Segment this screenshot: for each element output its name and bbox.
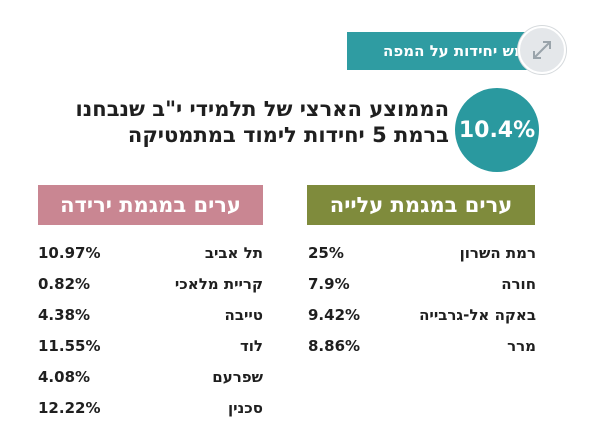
city-name: תל אביב — [204, 244, 263, 262]
national-average-text: הממוצע הארצי של תלמידי י"ב שנבחנו ברמת 5… — [75, 97, 449, 147]
national-average-value: 10.4% — [458, 117, 536, 143]
list-item: באקה אל-גרבייה 9.42% — [308, 306, 536, 337]
list-item: טייבה 4.38% — [38, 306, 263, 337]
city-value: 4.08% — [38, 368, 91, 386]
list-item: לוד 11.55% — [38, 337, 263, 368]
list-item: רמת השרון 25% — [308, 244, 536, 275]
city-value: 11.55% — [38, 337, 101, 355]
map-units-label: חמש יחידות על המפה — [383, 42, 535, 60]
expand-arrows-glyph — [533, 41, 551, 59]
city-name: לוד — [239, 337, 263, 355]
rising-trend-header: ערים במגמת עלייה — [307, 185, 535, 225]
expand-arrows-icon[interactable] — [518, 26, 566, 74]
list-item: סכנין 12.22% — [38, 399, 263, 430]
city-value: 0.82% — [38, 275, 91, 293]
city-name: חורה — [501, 275, 536, 293]
city-value: 9.42% — [308, 306, 361, 324]
falling-trend-header: ערים במגמת ירידה — [38, 185, 263, 225]
city-name: מרר — [507, 337, 536, 355]
city-value: 4.38% — [38, 306, 91, 324]
list-item: תל אביב 10.97% — [38, 244, 263, 275]
falling-trend-title: ערים במגמת ירידה — [60, 193, 241, 217]
city-name: רמת השרון — [459, 244, 536, 262]
city-name: קריית מלאכי — [174, 275, 263, 293]
map-units-button[interactable]: חמש יחידות על המפה — [347, 32, 543, 70]
city-value: 25% — [308, 244, 344, 262]
city-value: 10.97% — [38, 244, 101, 262]
city-name: באקה אל-גרבייה — [419, 306, 536, 324]
rising-trend-title: ערים במגמת עלייה — [329, 193, 513, 217]
list-item: מרר 8.86% — [308, 337, 536, 368]
national-average-badge: 10.4% — [455, 88, 539, 172]
city-value: 8.86% — [308, 337, 361, 355]
city-value: 12.22% — [38, 399, 101, 417]
city-name: טייבה — [224, 306, 263, 324]
list-item: קריית מלאכי 0.82% — [38, 275, 263, 306]
list-item: חורה 7.9% — [308, 275, 536, 306]
city-name: סכנין — [227, 399, 263, 417]
rising-cities-list: רמת השרון 25% חורה 7.9% באקה אל-גרבייה 9.42… — [308, 244, 536, 368]
falling-cities-list: תל אביב 10.97% קריית מלאכי 0.82% טייבה 4.38… — [38, 244, 263, 430]
city-value: 7.9% — [308, 275, 350, 293]
list-item: שפרעם 4.08% — [38, 368, 263, 399]
city-name: שפרעם — [212, 368, 263, 386]
